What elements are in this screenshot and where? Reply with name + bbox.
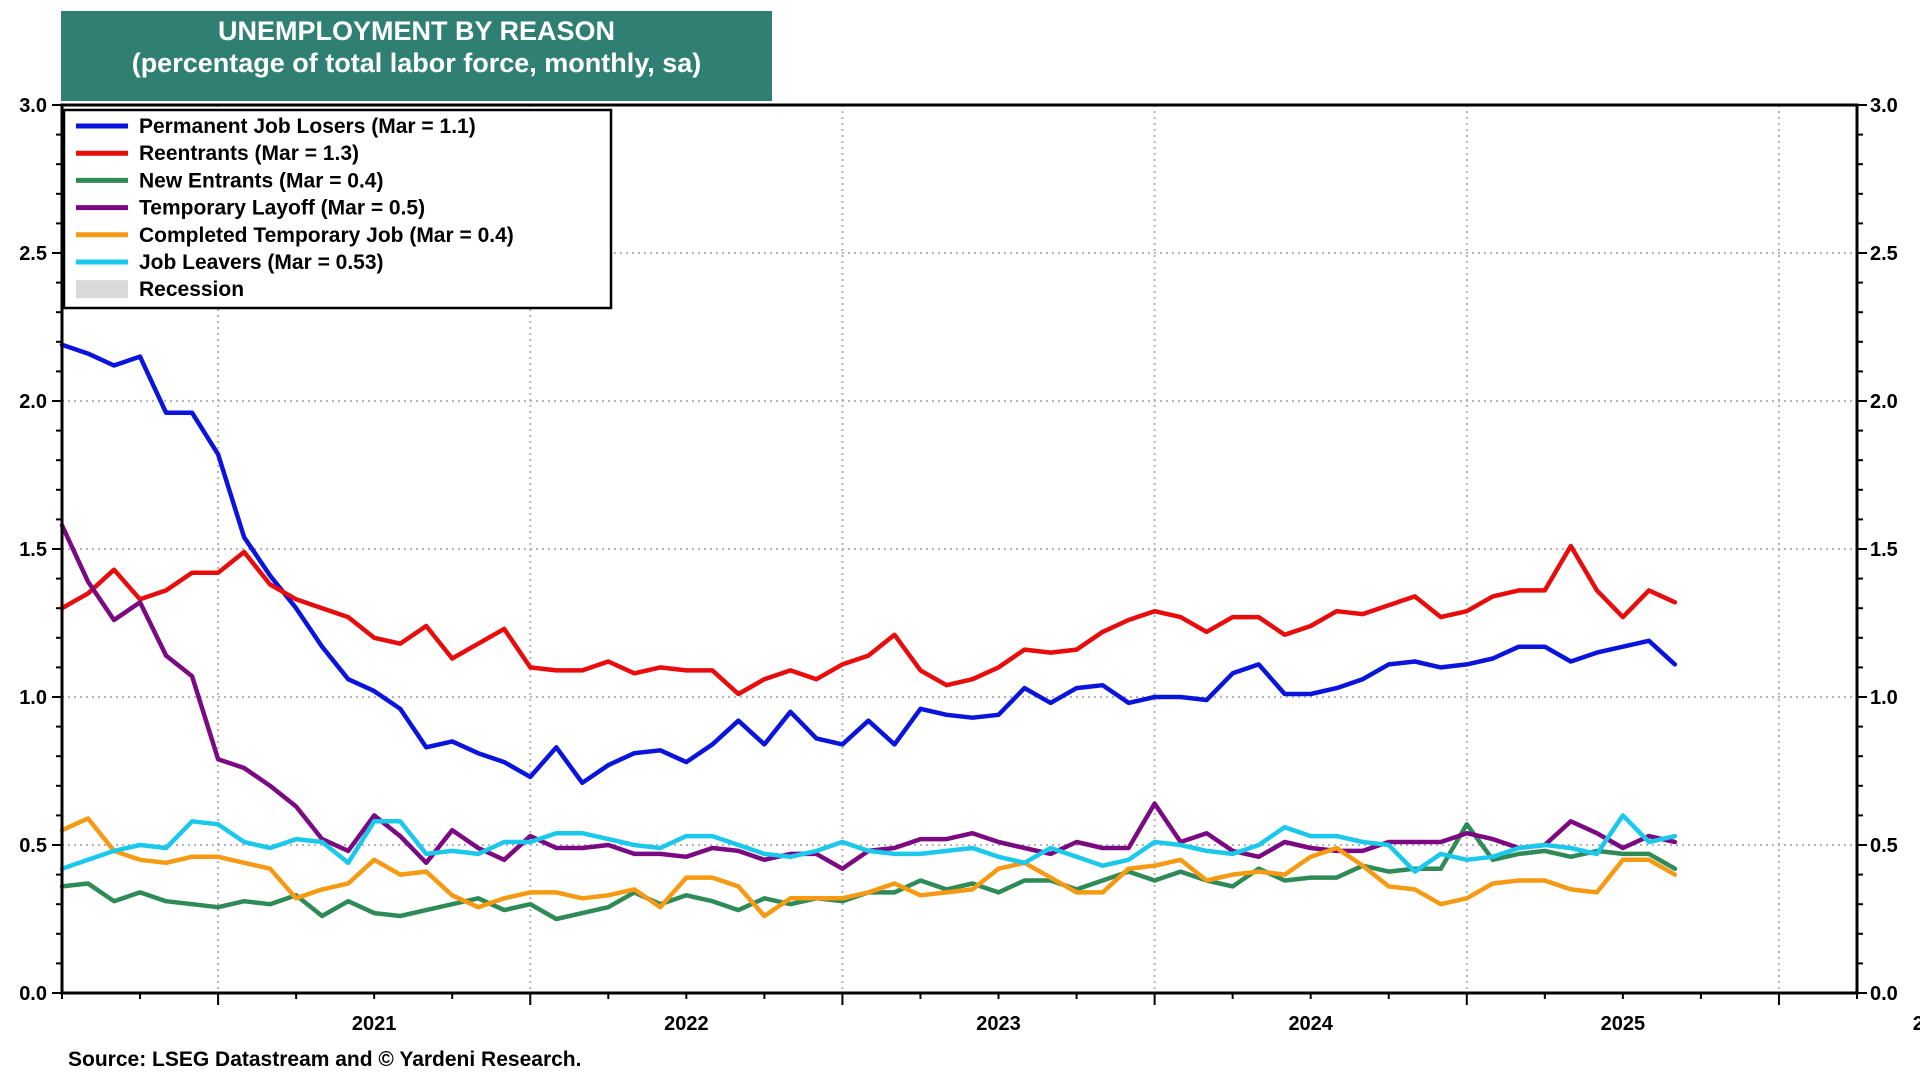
y-tick-label-left: 2.0 bbox=[19, 391, 47, 413]
chart-title: UNEMPLOYMENT BY REASON bbox=[217, 16, 616, 46]
y-tick-label-left: 0.5 bbox=[19, 835, 47, 857]
legend-label: Completed Temporary Job (Mar = 0.4) bbox=[139, 224, 514, 247]
x-tick-label: 2021 bbox=[352, 1013, 397, 1035]
y-tick-label-left: 2.5 bbox=[19, 243, 47, 265]
x-tick-label: 2024 bbox=[1288, 1013, 1333, 1035]
chart-title-box: UNEMPLOYMENT BY REASON (percentage of to… bbox=[61, 11, 772, 101]
legend-label: Recession bbox=[139, 278, 244, 301]
chart-subtitle: (percentage of total labor force, monthl… bbox=[131, 48, 702, 78]
y-tick-label-right: 1.0 bbox=[1870, 687, 1898, 709]
legend: Permanent Job Losers (Mar = 1.1) Reentran… bbox=[62, 108, 613, 310]
y-tick-label-left: 0.0 bbox=[19, 983, 47, 1005]
series-line-2 bbox=[59, 543, 1678, 697]
x-tick-label: 2026 bbox=[1913, 1013, 1920, 1035]
y-tick-label-right: 2.0 bbox=[1870, 391, 1898, 413]
x-tick-label: 2025 bbox=[1601, 1013, 1646, 1035]
series-line-5 bbox=[59, 816, 1678, 919]
series-line-1 bbox=[59, 342, 1678, 786]
legend-label: Temporary Layoff (Mar = 0.5) bbox=[139, 197, 425, 220]
y-tick-label-left: 1.5 bbox=[19, 539, 47, 561]
x-tick-label: 2022 bbox=[664, 1013, 709, 1035]
y-tick-label-left: 1.0 bbox=[19, 687, 47, 709]
series-layer bbox=[59, 342, 1678, 922]
legend-box bbox=[62, 108, 613, 310]
y-tick-label-right: 2.5 bbox=[1870, 243, 1898, 265]
x-tick-label: 2023 bbox=[976, 1013, 1021, 1035]
y-tick-label-right: 3.0 bbox=[1870, 95, 1898, 117]
y-tick-label-left: 3.0 bbox=[19, 95, 47, 117]
source-note: Source: LSEG Datastream and © Yardeni Re… bbox=[68, 1048, 582, 1071]
legend-swatch-recession bbox=[76, 280, 128, 299]
legend-label: Reentrants (Mar = 1.3) bbox=[139, 142, 359, 165]
y-tick-label-right: 0.0 bbox=[1870, 983, 1898, 1005]
series-line-6 bbox=[59, 813, 1678, 874]
y-tick-label-right: 0.5 bbox=[1870, 835, 1898, 857]
legend-label: New Entrants (Mar = 0.4) bbox=[139, 169, 383, 192]
legend-label: Job Leavers (Mar = 0.53) bbox=[139, 251, 384, 274]
y-tick-label-right: 1.5 bbox=[1870, 539, 1898, 561]
legend-label: Permanent Job Losers (Mar = 1.1) bbox=[139, 115, 476, 138]
axis-layer: 0.0 0.0 0.5 0.5 1.0 1.0 1.5 1.5 2.0 2.0 2.5 2.5 3.0 3… bbox=[19, 95, 1920, 1035]
